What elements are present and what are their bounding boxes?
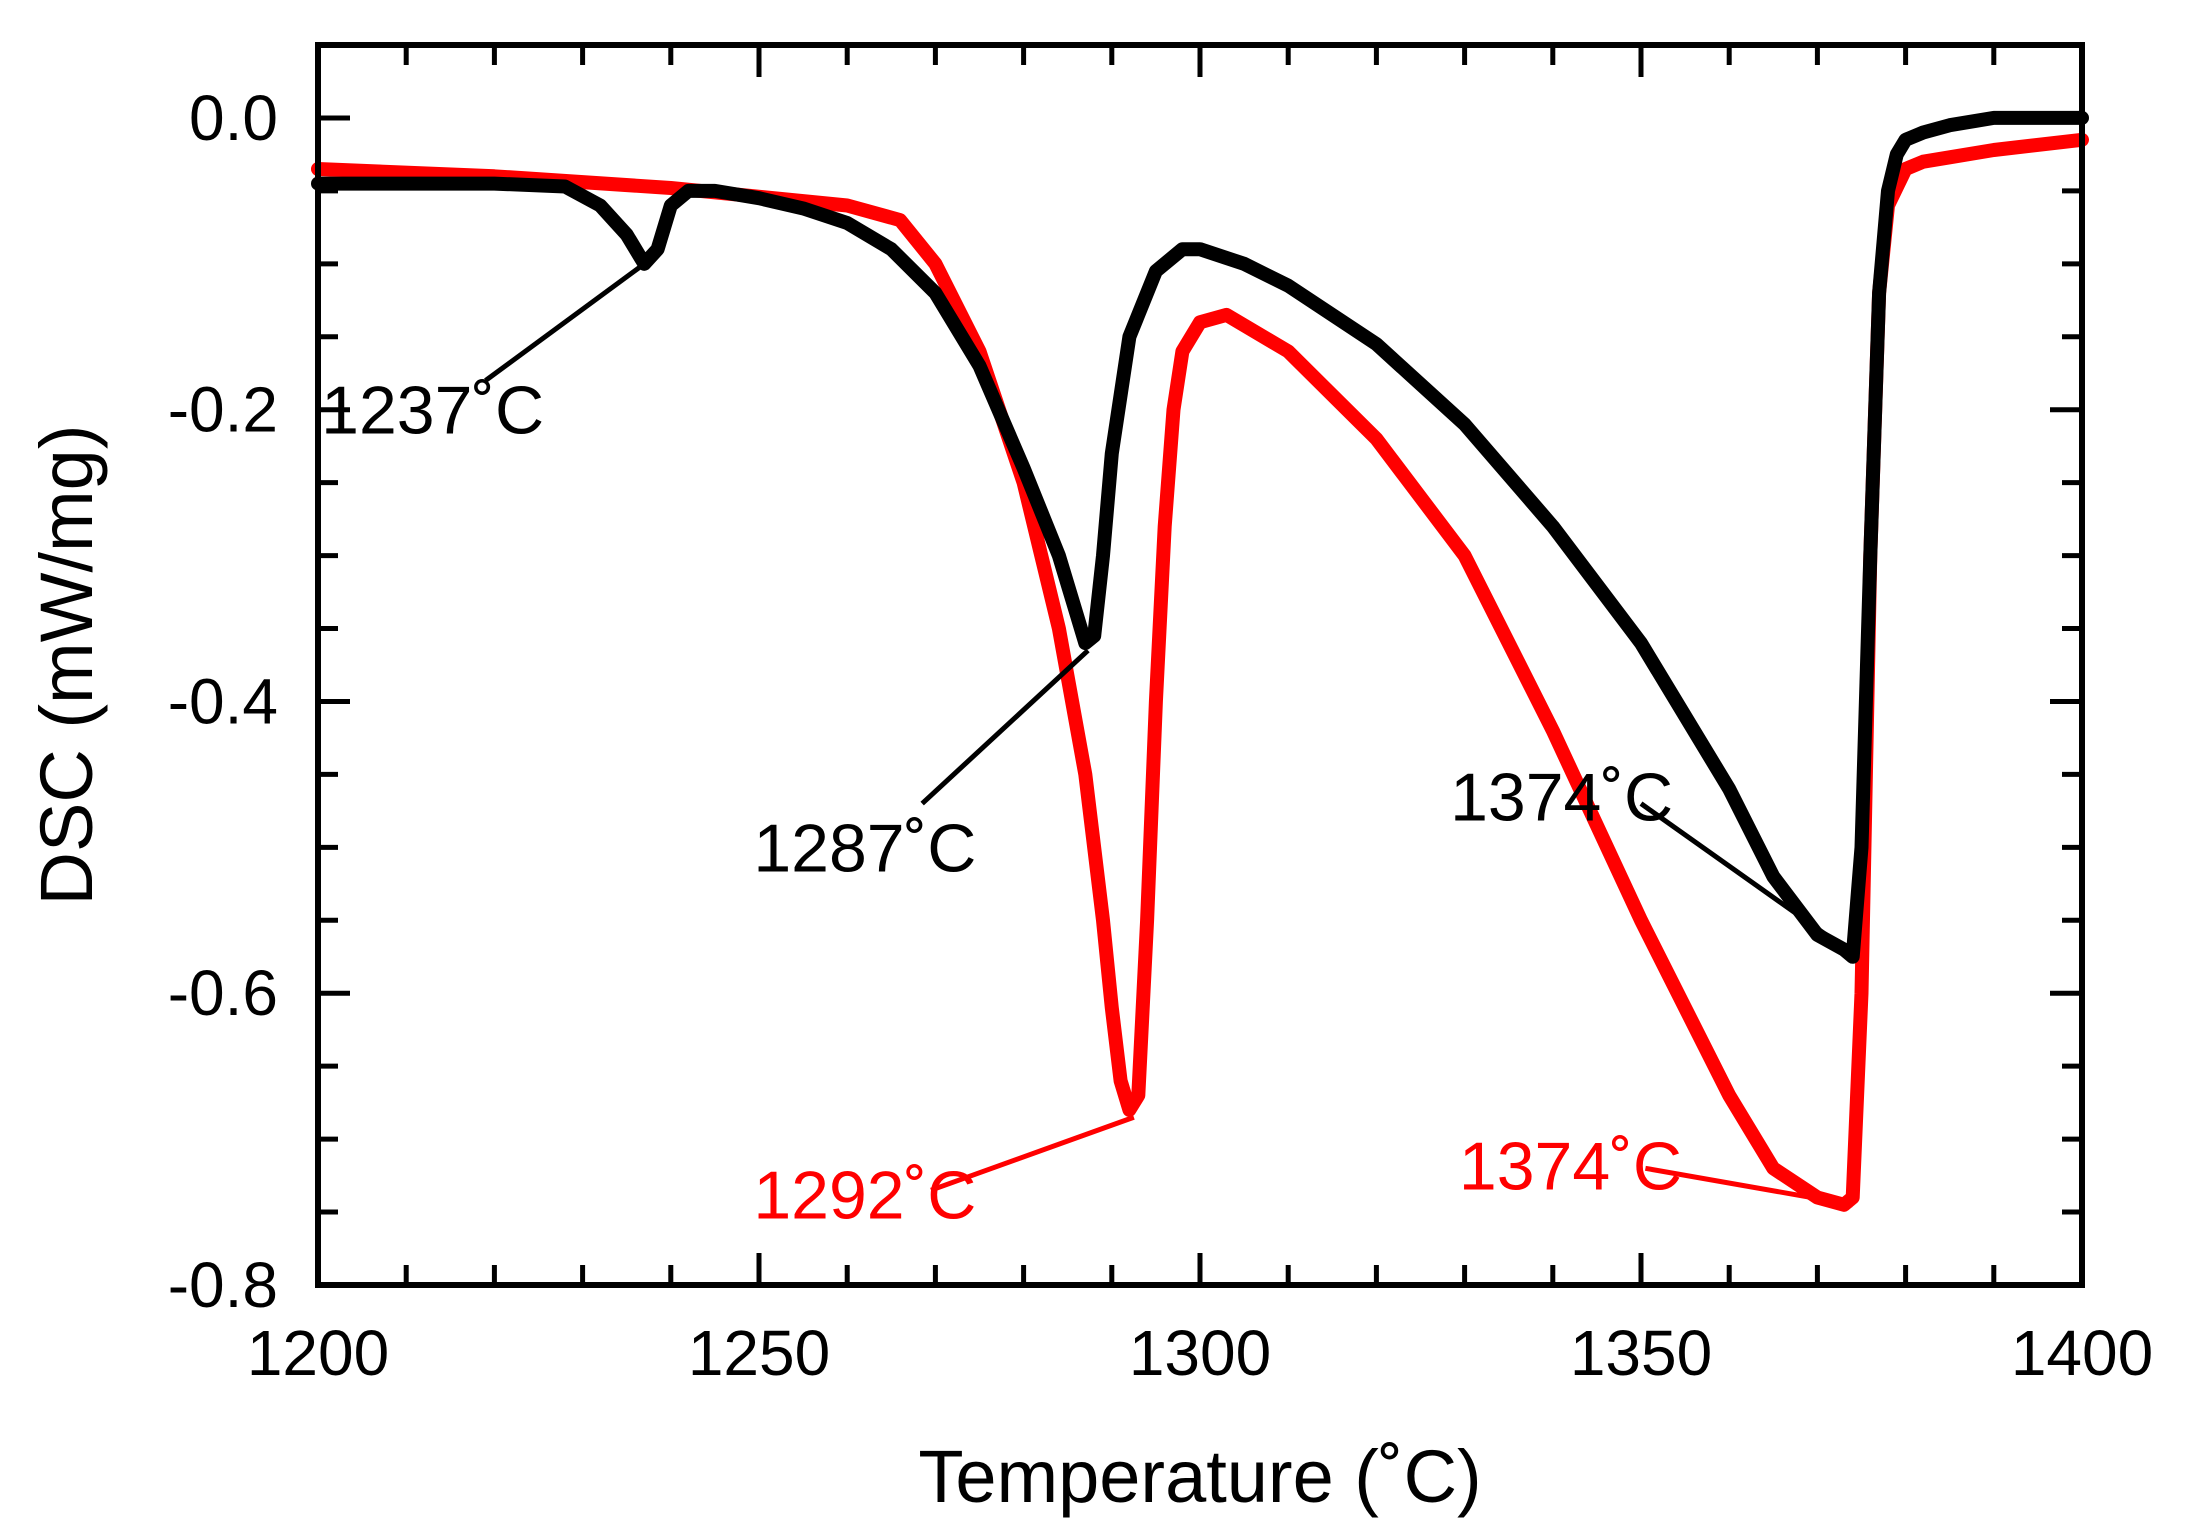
axis-ticks bbox=[315, 45, 2085, 1288]
annotation-label: 1292˚C bbox=[753, 1158, 976, 1234]
annotation-leader-line bbox=[920, 648, 1090, 806]
annotation-leader-line bbox=[1644, 1165, 1854, 1208]
x-tick-label: 1300 bbox=[1129, 1317, 1271, 1389]
x-tick-label: 1200 bbox=[247, 1317, 389, 1389]
y-tick-label: 0.0 bbox=[189, 82, 278, 154]
annotation-leader-line bbox=[1639, 801, 1859, 959]
y-tick-label: -0.4 bbox=[168, 665, 278, 737]
y-tick-label: -0.8 bbox=[168, 1249, 278, 1321]
y-axis-title: DSC (mW/mg) bbox=[25, 425, 108, 906]
annotation-label: 1374˚C bbox=[1459, 1128, 1682, 1204]
annotation-leader-line bbox=[484, 261, 646, 383]
annotation-layer: 1237˚C 1287˚C 1374˚C 1292˚C 1374˚C bbox=[321, 261, 1859, 1234]
annotation-label: 1287˚C bbox=[753, 810, 976, 886]
plot-frame bbox=[315, 42, 2085, 1288]
x-tick-label: 1250 bbox=[688, 1317, 830, 1389]
y-tick-label: -0.6 bbox=[168, 957, 278, 1029]
x-tick-label: 1400 bbox=[2011, 1317, 2153, 1389]
x-axis-title: Temperature (˚C) bbox=[918, 1435, 1481, 1518]
series-line-red bbox=[311, 132, 2089, 1212]
annotation-leader-line bbox=[930, 1114, 1135, 1193]
tick-labels: 1200 1250 1300 1350 1400 0.0 -0.2 -0.4 -0.6 -0.8 bbox=[168, 82, 2153, 1389]
x-tick-label: 1350 bbox=[1570, 1317, 1712, 1389]
series-layer bbox=[311, 110, 2089, 1212]
annotation-label: 1237˚C bbox=[321, 373, 544, 449]
series-line-black bbox=[311, 110, 2089, 964]
y-tick-label: -0.2 bbox=[168, 374, 278, 446]
annotation-label: 1374˚C bbox=[1450, 759, 1673, 835]
